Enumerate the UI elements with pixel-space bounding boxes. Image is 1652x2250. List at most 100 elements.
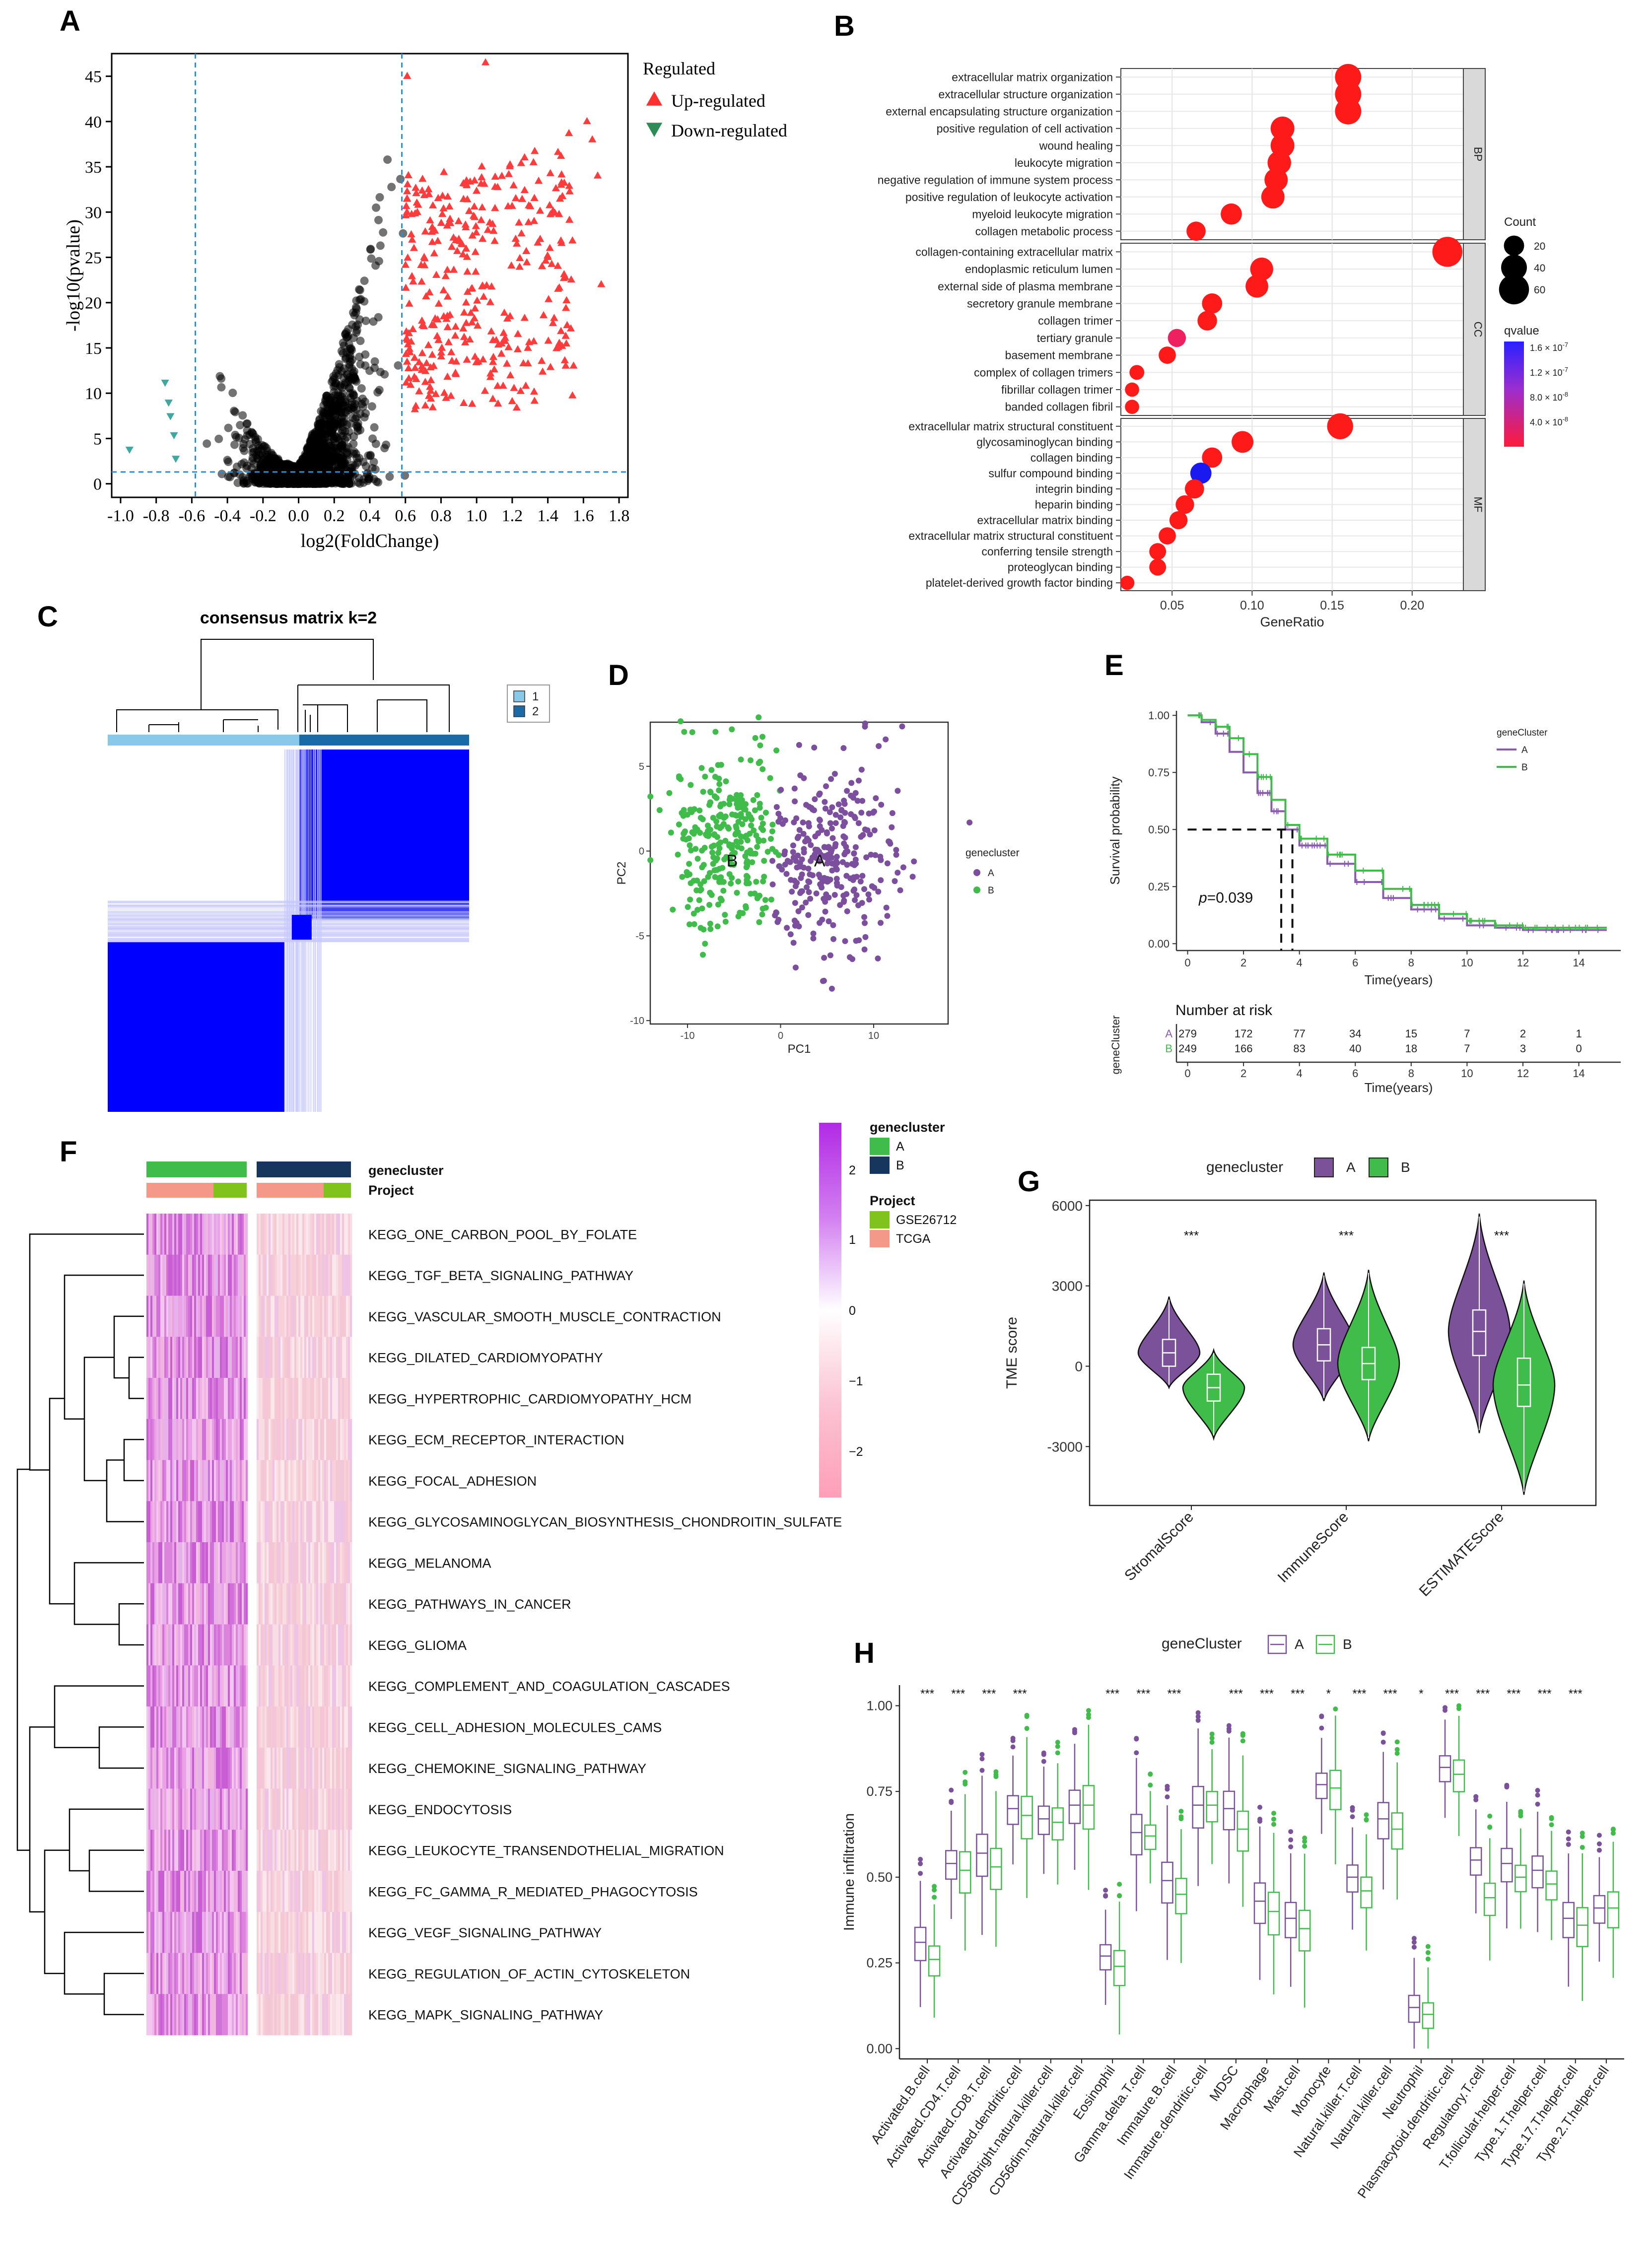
pca-point-a [778,787,784,793]
heatmap-cell [280,1583,283,1625]
volcano-up-point [480,292,488,300]
heatmap-cell [269,1214,271,1255]
annot-label-genecluster: genecluster [368,1163,444,1178]
heatmap-cell [154,1706,157,1748]
heatmap-cell [242,1254,244,1296]
heatmap-cell [312,1254,315,1296]
heatmap-cell [222,1254,224,1296]
heatmap-cell [326,1460,329,1501]
term-label: positive regulation of leukocyte activat… [905,191,1113,204]
heatmap-cell [210,1378,212,1420]
x-tick-label: -0.6 [178,507,205,525]
pca-point-a [848,780,855,786]
heatmap-cell [267,1788,269,1830]
heatmap-cell [322,1788,325,1830]
heatmap-cell [310,1665,313,1707]
heatmap-cell [164,1830,167,1871]
heatmap-cell [180,1706,183,1748]
heatmap-cell [263,1501,265,1543]
heatmap-cell [166,1419,169,1460]
heatmap-cell [172,1830,175,1871]
heatmap-cell [168,1295,171,1337]
heatmap-cell [284,1788,287,1830]
pca-point-a [854,798,861,804]
heatmap-cell [220,1830,222,1871]
heatmap-cell [234,1747,236,1789]
heatmap-cell [238,1747,240,1789]
heatmap-cell [240,1542,242,1584]
heatmap-cell [152,1747,155,1789]
heatmap-cell [259,1460,261,1501]
facet-strip-label: CC [1472,322,1484,338]
term-dot [1270,116,1295,140]
heatmap-cell [232,1583,234,1625]
volcano-point [394,361,403,370]
heatmap-cell [182,1871,185,1912]
heatmap-cell [244,1583,246,1625]
heatmap-cell [280,1624,283,1666]
heatmap-cell [282,1337,285,1378]
term-label: proteoglycan binding [1008,561,1113,574]
heatmap-cell [286,1378,289,1420]
volcano-up-point [411,363,419,371]
pca-point-a [897,887,903,893]
heatmap-cell [286,1295,289,1337]
pca-point-a [900,864,906,871]
heatmap-cell [150,1788,153,1830]
heatmap-cell [190,1501,193,1543]
heatmap-cell [172,1871,175,1912]
pca-point-b [743,864,750,871]
heatmap-cell [200,1871,203,1912]
heatmap-cell [269,1747,271,1789]
heatmap-cell [208,1542,210,1584]
heatmap-cell [308,1460,311,1501]
pca-point-b [757,742,763,749]
pca-point-a [806,889,812,895]
heatmap-cell [286,1747,289,1789]
heatmap-cell [257,1830,259,1871]
heatmap-cell [176,1706,179,1748]
heatmap-cell [263,1624,265,1666]
volcano-up-point [593,171,602,179]
pca-point-b [716,781,723,787]
heatmap-cell [180,1830,183,1871]
heatmap-cell [224,1706,226,1748]
pca-point-a [842,834,848,841]
heatmap-cell [180,1624,183,1666]
heatmap-cell [238,1460,240,1501]
volcano-point [344,325,353,334]
heatmap-cell [158,1747,161,1789]
pca-point-a [792,798,798,805]
y-tick-label: 40 [85,113,102,132]
heatmap-cell [166,1214,169,1255]
heatmap-cell [267,1295,269,1337]
pca-point-b [769,821,776,828]
heatmap-cell [228,1337,230,1378]
x-tick-label: -0.2 [250,507,276,525]
heatmap-cell [150,1542,153,1584]
heatmap-cell [292,1788,295,1830]
volcano-up-point [421,401,429,409]
volcano-point [351,308,360,317]
pca-point-a [821,955,827,961]
heatmap-cell [238,1214,240,1255]
heatmap-cell [146,1788,149,1830]
heatmap-cell [210,1583,212,1625]
heatmap-cell [328,1542,331,1584]
heatmap-cell [280,1214,283,1255]
heatmap-cell [200,1624,203,1666]
heatmap-cell [316,1419,319,1460]
heatmap-cell [154,1624,157,1666]
legend-label-b: B [1521,762,1528,773]
heatmap-cell [240,1337,242,1378]
heatmap-cell [162,1501,165,1543]
heatmap-cell [174,1419,177,1460]
heatmap-cell [257,1460,259,1501]
volcano-up-point [418,175,427,182]
heatmap-cell [322,1501,325,1543]
term-dot [1202,447,1223,468]
pca-point-b [767,775,773,781]
heatmap-cell [336,1747,339,1789]
pca-point-b [735,829,741,835]
heatmap-cell [288,1747,291,1789]
